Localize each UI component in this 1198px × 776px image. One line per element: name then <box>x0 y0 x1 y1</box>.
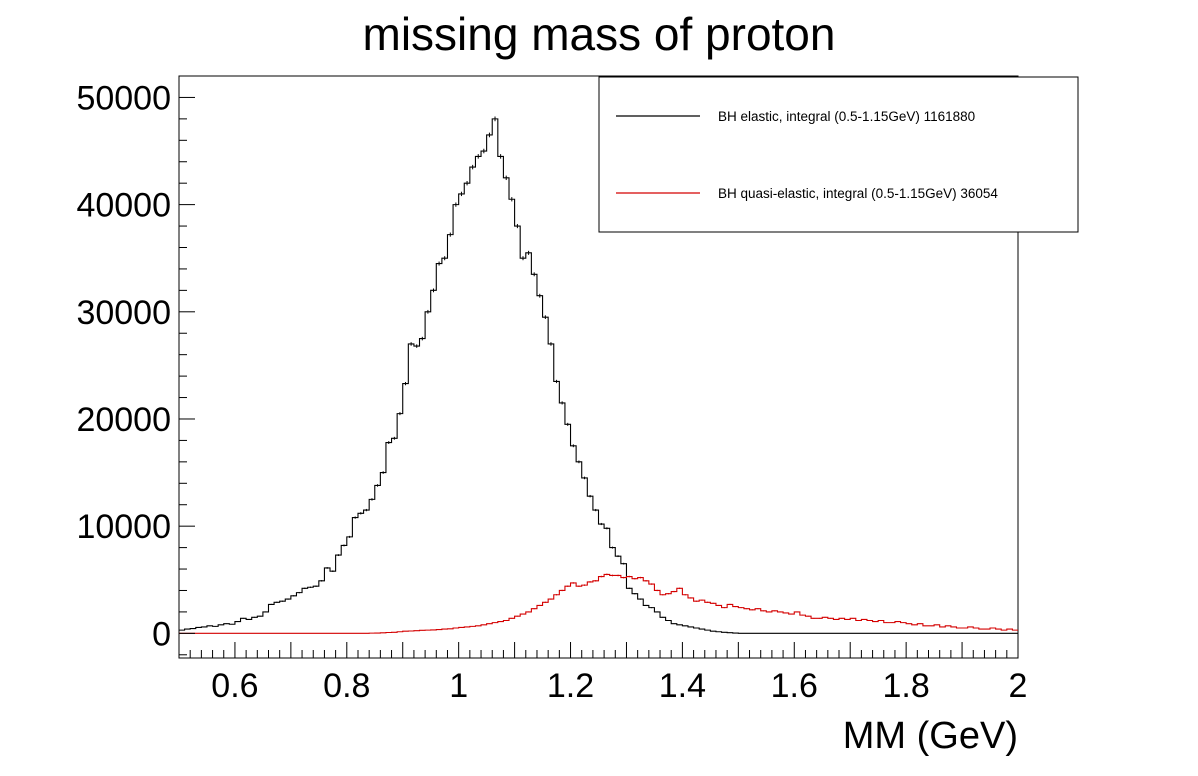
x-tick-label: 2 <box>1009 667 1028 705</box>
series-step-line <box>179 118 1018 634</box>
series-0 <box>179 116 1018 634</box>
legend-box <box>598 76 1079 233</box>
x-tick-label: 0.8 <box>323 667 370 705</box>
y-tick-label: 40000 <box>76 187 171 225</box>
x-tick-label: 1.4 <box>659 667 706 705</box>
y-tick-label: 10000 <box>76 508 171 546</box>
series-1 <box>179 573 1018 634</box>
x-tick-label: 1 <box>449 667 468 705</box>
series-step-line <box>179 573 1018 634</box>
legend-label-bh-elastic: BH elastic, integral (0.5-1.15GeV) 11618… <box>718 109 975 124</box>
plot-frame <box>178 75 1019 659</box>
y-tick-label: 20000 <box>76 401 171 439</box>
x-tick-label: 1.6 <box>771 667 818 705</box>
y-tick-label: 50000 <box>76 79 171 117</box>
x-axis-title: MM (GeV) <box>843 715 1018 757</box>
legend-label-bh-quasi-elastic: BH quasi-elastic, integral (0.5-1.15GeV)… <box>718 186 998 201</box>
legend: BH elastic, integral (0.5-1.15GeV) 11618… <box>598 76 1079 233</box>
series-layer <box>179 116 1018 634</box>
x-tick-label: 1.2 <box>547 667 594 705</box>
axes-layer: 0.6 0.8 1 1.2 1.4 1.6 1.8 2 0 10000 20000 30000 4000… <box>76 75 1028 705</box>
chart-title: missing mass of proton <box>363 8 836 60</box>
x-tick-label: 1.8 <box>883 667 930 705</box>
y-tick-label: 0 <box>152 615 171 653</box>
x-tick-label: 0.6 <box>211 667 258 705</box>
y-tick-label: 30000 <box>76 294 171 332</box>
